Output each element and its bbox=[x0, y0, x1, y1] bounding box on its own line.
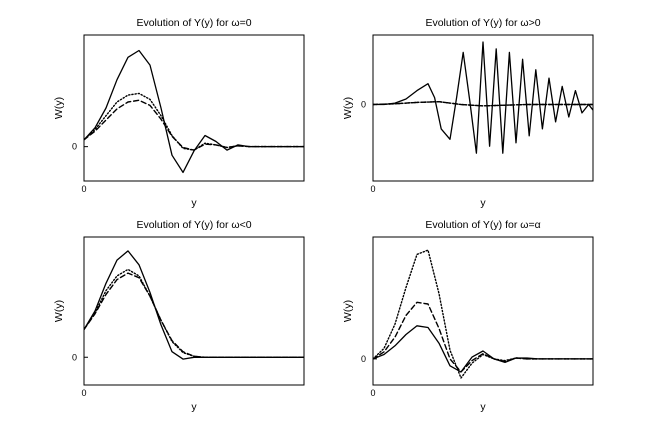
chart-panel-1: 0 0 Evolution of Y(y) for ω>0 y W(y) bbox=[342, 17, 594, 209]
series-line-dotted bbox=[84, 92, 304, 151]
x-tick-label: 0 bbox=[370, 184, 375, 194]
chart-title: Evolution of Y(y) for ω=0 bbox=[136, 17, 251, 29]
x-axis-label: y bbox=[480, 197, 486, 209]
series-line-dotted bbox=[373, 249, 593, 379]
plot-frame bbox=[372, 236, 594, 386]
plot-frame bbox=[83, 236, 305, 386]
series-line-solid bbox=[373, 325, 593, 373]
y-axis-label: W(y) bbox=[53, 300, 65, 322]
plot-frame bbox=[83, 34, 305, 182]
series-line-dashed bbox=[84, 99, 304, 151]
y-tick-label: 0 bbox=[72, 142, 77, 152]
x-tick-label: 0 bbox=[81, 388, 86, 398]
x-axis-label: y bbox=[191, 401, 197, 413]
series-line-dashed bbox=[373, 301, 593, 373]
x-axis-label: y bbox=[480, 401, 486, 413]
chart-panel-3: 0 0 Evolution of Y(y) for ω=α y W(y) bbox=[342, 219, 594, 413]
y-tick-label: 0 bbox=[361, 354, 366, 364]
y-tick-label: 0 bbox=[72, 352, 77, 362]
y-tick-label: 0 bbox=[361, 100, 366, 110]
plot-frame bbox=[372, 34, 594, 182]
series-line-dashed bbox=[84, 272, 304, 358]
y-axis-label: W(y) bbox=[342, 300, 354, 322]
chart-title: Evolution of Y(y) for ω>0 bbox=[425, 17, 540, 29]
series-line-solid bbox=[373, 41, 593, 154]
chart-panel-0: 0 0 Evolution of Y(y) for ω=0 y W(y) bbox=[53, 17, 305, 209]
chart-title: Evolution of Y(y) for ω=α bbox=[425, 219, 540, 231]
series-line-dotted bbox=[84, 268, 304, 358]
chart-title: Evolution of Y(y) for ω<0 bbox=[136, 219, 251, 231]
chart-panel-2: 0 0 Evolution of Y(y) for ω<0 y W(y) bbox=[53, 219, 305, 413]
y-axis-label: W(y) bbox=[53, 97, 65, 119]
series-line-solid bbox=[84, 49, 304, 174]
series-line-dashed bbox=[373, 101, 593, 107]
series-line-solid bbox=[84, 250, 304, 360]
x-tick-label: 0 bbox=[81, 184, 86, 194]
x-tick-label: 0 bbox=[370, 388, 375, 398]
y-axis-label: W(y) bbox=[342, 97, 354, 119]
x-axis-label: y bbox=[191, 197, 197, 209]
